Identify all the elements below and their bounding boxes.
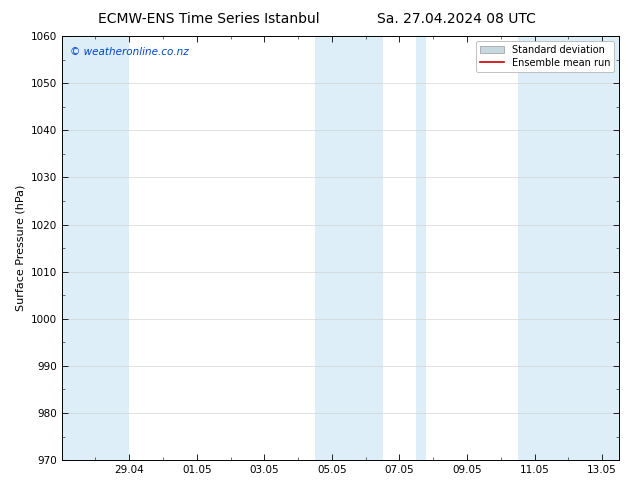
Bar — [315, 36, 382, 460]
Text: ECMW-ENS Time Series Istanbul: ECMW-ENS Time Series Istanbul — [98, 12, 320, 26]
Bar — [518, 36, 619, 460]
Text: Sa. 27.04.2024 08 UTC: Sa. 27.04.2024 08 UTC — [377, 12, 536, 26]
Y-axis label: Surface Pressure (hPa): Surface Pressure (hPa) — [15, 185, 25, 311]
Legend: Standard deviation, Ensemble mean run: Standard deviation, Ensemble mean run — [476, 41, 614, 72]
Text: © weatheronline.co.nz: © weatheronline.co.nz — [70, 47, 189, 57]
Bar — [417, 36, 427, 460]
Bar — [61, 36, 129, 460]
